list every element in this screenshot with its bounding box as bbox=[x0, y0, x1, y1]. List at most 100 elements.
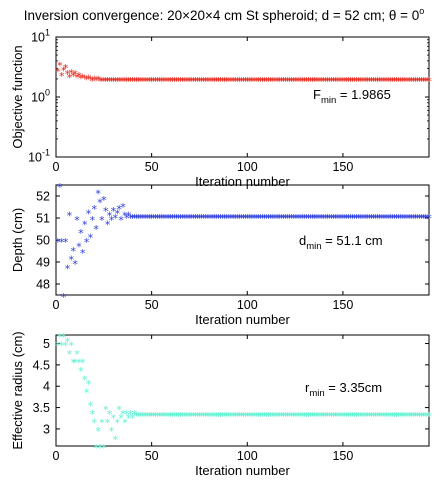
data-point: * bbox=[256, 410, 262, 423]
x-tick-label: 100 bbox=[237, 298, 258, 312]
data-point: * bbox=[132, 212, 138, 225]
y-tick-label: 4.5 bbox=[33, 358, 50, 372]
data-point: * bbox=[323, 410, 329, 423]
data-point: * bbox=[166, 212, 172, 225]
data-point: * bbox=[267, 75, 273, 88]
data-point: * bbox=[386, 75, 392, 88]
data-point: * bbox=[283, 212, 289, 225]
data-point: * bbox=[399, 75, 405, 88]
data-point: * bbox=[185, 75, 191, 88]
data-point: * bbox=[185, 410, 191, 423]
data-point: * bbox=[69, 254, 75, 267]
data-point: * bbox=[241, 410, 247, 423]
data-point: * bbox=[174, 212, 180, 225]
y-tick-label: 50 bbox=[36, 234, 50, 248]
data-point: * bbox=[317, 212, 323, 225]
data-point: * bbox=[352, 212, 358, 225]
data-point: * bbox=[289, 212, 295, 225]
data-point: * bbox=[227, 75, 233, 88]
data-point: * bbox=[183, 75, 189, 88]
data-point: * bbox=[216, 75, 222, 88]
chart-title: Inversion convergence: 20×20×4 cm St sph… bbox=[24, 6, 425, 23]
data-point: * bbox=[74, 71, 80, 84]
data-point: * bbox=[241, 75, 247, 88]
data-point: * bbox=[157, 75, 163, 88]
data-point: * bbox=[329, 212, 335, 225]
data-point: * bbox=[302, 410, 308, 423]
data-point: * bbox=[422, 410, 428, 423]
data-point: * bbox=[191, 212, 197, 225]
data-point: * bbox=[237, 410, 243, 423]
data-point: * bbox=[390, 410, 396, 423]
data-point: * bbox=[158, 75, 164, 88]
data-point: * bbox=[92, 74, 98, 87]
data-point: * bbox=[415, 410, 421, 423]
data-point: * bbox=[371, 212, 377, 225]
data-point: * bbox=[82, 72, 88, 85]
data-point: * bbox=[202, 75, 208, 88]
data-point: * bbox=[357, 75, 363, 88]
data-point: * bbox=[396, 212, 402, 225]
data-point: * bbox=[103, 205, 109, 218]
data-point: * bbox=[124, 75, 130, 88]
data-point: * bbox=[157, 212, 163, 225]
data-point: * bbox=[63, 62, 69, 75]
data-point: * bbox=[109, 75, 115, 88]
data-point: * bbox=[113, 212, 119, 225]
data-point: * bbox=[371, 410, 377, 423]
data-point: * bbox=[426, 212, 432, 225]
data-point: * bbox=[141, 212, 147, 225]
data-point: * bbox=[69, 340, 75, 353]
data-point: * bbox=[308, 410, 314, 423]
data-point: * bbox=[269, 212, 275, 225]
data-point: * bbox=[139, 410, 145, 423]
data-point: * bbox=[334, 212, 340, 225]
data-point: * bbox=[365, 212, 371, 225]
data-point: * bbox=[67, 71, 73, 84]
data-point: * bbox=[206, 75, 212, 88]
data-point: * bbox=[109, 214, 115, 227]
data-point: * bbox=[246, 75, 252, 88]
data-point: * bbox=[201, 212, 207, 225]
data-point: * bbox=[336, 212, 342, 225]
data-point: * bbox=[369, 212, 375, 225]
data-point: * bbox=[306, 75, 312, 88]
data-point: * bbox=[223, 212, 229, 225]
data-point: * bbox=[426, 410, 432, 423]
data-point: * bbox=[239, 212, 245, 225]
data-point: * bbox=[105, 416, 111, 429]
data-point: * bbox=[409, 75, 415, 88]
data-point: * bbox=[147, 410, 153, 423]
data-point: * bbox=[103, 404, 109, 417]
data-point: * bbox=[57, 60, 63, 73]
data-point: * bbox=[61, 291, 67, 304]
data-point: * bbox=[246, 410, 252, 423]
data-point: * bbox=[355, 410, 361, 423]
data-point: * bbox=[151, 212, 157, 225]
data-point: * bbox=[348, 410, 354, 423]
data-point: * bbox=[266, 75, 272, 88]
data-point: * bbox=[191, 410, 197, 423]
data-point: * bbox=[260, 75, 266, 88]
data-point: * bbox=[306, 212, 312, 225]
data-point: * bbox=[201, 410, 207, 423]
data-point: * bbox=[157, 410, 163, 423]
data-point: * bbox=[405, 75, 411, 88]
data-point: * bbox=[136, 75, 142, 88]
data-point: * bbox=[269, 410, 275, 423]
chart-title-text: Inversion convergence: 20×20×4 cm St sph… bbox=[24, 8, 420, 23]
data-point: * bbox=[392, 212, 398, 225]
data-point: * bbox=[243, 410, 249, 423]
data-point: * bbox=[189, 75, 195, 88]
x-axis-label: Iteration number bbox=[195, 174, 290, 189]
data-point: * bbox=[149, 75, 155, 88]
data-point: * bbox=[222, 212, 228, 225]
data-point: * bbox=[241, 212, 247, 225]
data-point: * bbox=[202, 212, 208, 225]
data-point: * bbox=[212, 212, 218, 225]
data-point: * bbox=[373, 212, 379, 225]
data-point: * bbox=[424, 410, 430, 423]
data-point: * bbox=[375, 75, 381, 88]
data-point: * bbox=[158, 410, 164, 423]
data-point: * bbox=[273, 212, 279, 225]
